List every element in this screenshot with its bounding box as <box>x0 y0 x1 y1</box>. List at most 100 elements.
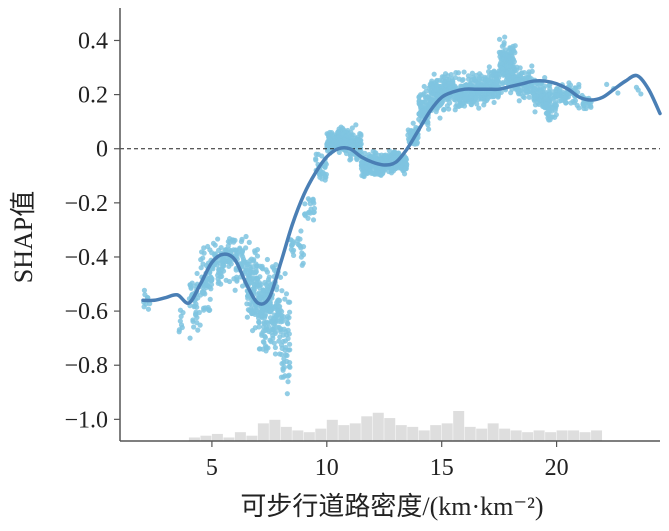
scatter-point <box>437 115 443 121</box>
histogram-bar <box>476 428 488 441</box>
scatter-point <box>243 233 249 240</box>
histogram-bar <box>579 432 591 441</box>
scatter-point <box>221 263 227 269</box>
scatter-point <box>211 251 217 257</box>
scatter-point <box>244 314 250 320</box>
histogram-bar <box>453 411 465 441</box>
scatter-point <box>261 321 267 327</box>
scatter-point <box>433 86 439 93</box>
histogram-bar <box>430 425 442 441</box>
scatter-point <box>576 105 582 111</box>
scatter-point <box>452 74 458 81</box>
scatter-point <box>544 111 551 117</box>
scatter-point <box>533 93 539 99</box>
x-tick-label: 10 <box>315 455 339 481</box>
scatter-point <box>375 169 381 176</box>
scatter-point <box>446 106 452 112</box>
histogram-bar <box>522 432 534 441</box>
scatter-point <box>239 260 246 267</box>
scatter-point <box>249 310 255 317</box>
scatter-point <box>204 281 210 288</box>
scatter-point <box>398 164 404 171</box>
scatter-point <box>546 117 552 123</box>
scatter-point <box>245 295 251 301</box>
scatter-point <box>320 171 326 177</box>
scatter-point <box>529 63 535 69</box>
scatter-point <box>486 69 492 75</box>
scatter-point <box>232 237 238 243</box>
scatter-point <box>549 96 556 102</box>
scatter-point <box>245 269 252 275</box>
scatter-point <box>418 92 424 98</box>
scatter-point <box>287 364 293 370</box>
scatter-point <box>188 284 194 290</box>
histogram-bar <box>338 425 350 441</box>
scatter-point <box>461 69 467 75</box>
scatter-point <box>313 156 319 162</box>
scatter-point <box>279 352 285 358</box>
scatter-point <box>228 261 234 267</box>
scatter-point <box>263 345 269 351</box>
axes <box>119 8 660 442</box>
scatter-point <box>638 91 644 97</box>
scatter-point <box>485 95 491 102</box>
scatter-point <box>272 344 279 351</box>
scatter-point <box>500 66 506 73</box>
scatter-point <box>285 373 291 379</box>
scatter-point <box>546 82 552 89</box>
scatter-point <box>358 159 365 165</box>
scatter-point <box>141 304 147 310</box>
scatter-point <box>552 107 558 113</box>
scatter-point <box>305 215 311 221</box>
scatter-point <box>202 305 208 311</box>
scatter-point <box>573 85 579 91</box>
trend-line <box>141 73 662 306</box>
scatter-point <box>268 339 274 345</box>
scatter-point <box>284 313 291 320</box>
scatter-point <box>176 327 183 333</box>
scatter-point <box>336 149 342 156</box>
scatter-point <box>491 99 497 106</box>
scatter-point <box>510 43 516 49</box>
histogram-bar <box>533 430 545 441</box>
scatter-point <box>279 308 285 315</box>
scatter-point <box>280 367 286 373</box>
scatter-point <box>310 197 316 203</box>
scatter-point <box>285 379 291 385</box>
histogram-bar <box>499 428 511 441</box>
scatter-point <box>363 169 369 176</box>
scatter-point <box>498 89 504 96</box>
scatter-point <box>401 171 408 177</box>
scatter-point <box>287 309 293 315</box>
scatter-point <box>395 150 401 156</box>
scatter-point <box>208 281 215 288</box>
scatter-point <box>454 94 460 100</box>
scatter-point <box>327 136 333 142</box>
histogram-bar <box>257 423 269 441</box>
scatter-point <box>421 83 427 90</box>
scatter-point <box>542 74 548 81</box>
scatter-point <box>226 278 233 285</box>
scatter-point <box>266 324 272 330</box>
histogram-bar <box>361 416 373 441</box>
scatter-point <box>511 48 517 54</box>
scatter-point <box>410 120 416 126</box>
scatter-point <box>347 157 353 163</box>
scatter-point <box>260 328 267 334</box>
scatter-point <box>615 90 621 96</box>
scatter-point <box>504 53 510 59</box>
scatter-point <box>526 94 532 100</box>
scatter-point <box>486 64 492 70</box>
histogram-bar <box>188 437 200 441</box>
scatter-point <box>558 97 565 104</box>
scatter-point <box>572 98 579 104</box>
scatter-point <box>515 77 521 83</box>
histogram-bar <box>303 432 315 441</box>
scatter-point <box>498 60 504 66</box>
scatter-point <box>434 82 440 88</box>
scatter-point <box>198 249 205 255</box>
histogram-bar <box>211 433 223 441</box>
scatter-point <box>260 292 267 298</box>
histogram-bar <box>349 423 361 441</box>
